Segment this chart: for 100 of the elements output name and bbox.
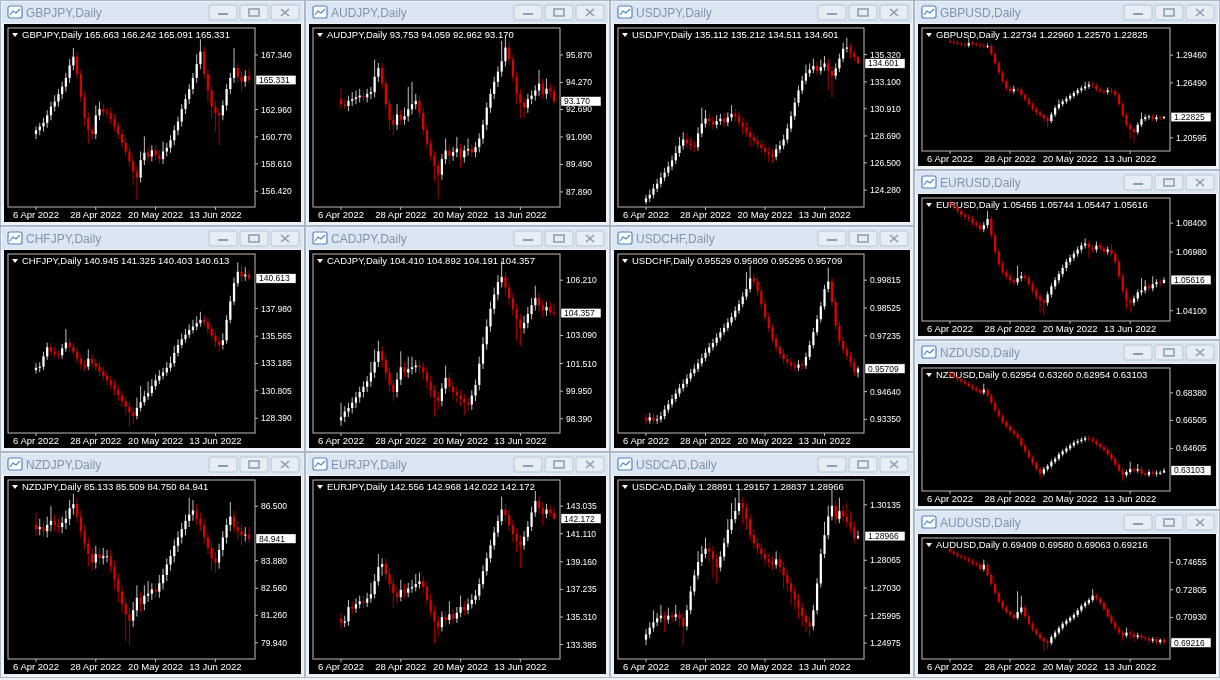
- candlestick: [433, 384, 436, 418]
- candlestick: [120, 390, 124, 408]
- candlestick: [1132, 466, 1136, 474]
- x-tick-label: 20 May 2022: [737, 435, 793, 446]
- candlestick: [440, 153, 444, 181]
- text: 0.63103: [1174, 465, 1205, 476]
- candlestick: [429, 375, 432, 398]
- x-tick-label: 13 Jun 2022: [189, 209, 242, 220]
- candlestick: [644, 413, 648, 426]
- y-tick-label: 126.500: [870, 157, 901, 168]
- y-tick-label: 1.24975: [870, 638, 901, 649]
- candlestick: [489, 539, 492, 564]
- y-tick-label: 156.420: [261, 186, 292, 197]
- y-tick-label: 0.97235: [870, 330, 901, 341]
- text: 165.331: [259, 74, 290, 85]
- candlestick: [489, 301, 492, 333]
- candlestick: [496, 274, 500, 301]
- candlestick: [380, 557, 384, 577]
- candlestick: [522, 96, 526, 119]
- chart-subtitle: CHFJPY,Daily 140.945 141.325 140.403 140.613: [22, 255, 230, 266]
- y-tick-label: 1.25995: [870, 610, 901, 621]
- candlestick: [767, 312, 770, 333]
- chart-title: EURJPY,Daily: [331, 458, 407, 472]
- candlestick: [64, 72, 68, 93]
- x-tick-label: 20 May 2022: [1042, 661, 1098, 672]
- candlestick: [128, 607, 131, 647]
- candlestick: [1147, 113, 1151, 121]
- candlestick: [737, 299, 741, 315]
- candlestick: [978, 41, 982, 49]
- y-tick-label: 139.160: [566, 556, 597, 567]
- x-tick-label: 20 May 2022: [737, 661, 793, 672]
- candlestick: [425, 580, 429, 607]
- x-tick-label: 6 Apr 2022: [318, 661, 364, 672]
- x-tick-label: 28 Apr 2022: [679, 661, 732, 672]
- candlestick: [377, 62, 380, 83]
- candlestick: [433, 605, 436, 644]
- candlestick: [789, 357, 793, 371]
- candlestick: [763, 299, 767, 322]
- candlestick: [206, 316, 210, 334]
- chart-subtitle: USDCHF,Daily 0.95529 0.95809 0.95295 0.95709: [632, 255, 843, 266]
- candlestick: [437, 160, 440, 200]
- candlestick: [448, 600, 451, 625]
- candlestick: [124, 395, 127, 416]
- candlestick: [493, 526, 496, 551]
- y-tick-label: 0.68380: [1176, 387, 1207, 398]
- y-tick-label: 1.04100: [1176, 305, 1207, 316]
- chart-subtitle: NZDUSD,Daily 0.62954 0.63260 0.62954 0.63103: [936, 369, 1148, 380]
- candlestick: [466, 597, 470, 615]
- candlestick: [388, 366, 391, 393]
- chart-title: CHFJPY,Daily: [26, 232, 102, 246]
- candlestick: [113, 559, 116, 590]
- chart-title: NZDJPY,Daily: [26, 458, 102, 472]
- x-tick-label: 20 May 2022: [737, 209, 793, 220]
- candlestick: [380, 345, 384, 368]
- y-tick-label: 103.090: [566, 330, 597, 341]
- candlestick: [696, 358, 700, 373]
- x-tick-label: 6 Apr 2022: [318, 209, 364, 220]
- x-tick-label: 28 Apr 2022: [70, 661, 122, 672]
- x-tick-label: 20 May 2022: [433, 435, 489, 446]
- candlestick: [819, 301, 822, 323]
- candlestick: [158, 574, 161, 599]
- chart-title: USDCHF,Daily: [636, 232, 715, 246]
- y-tick-label: 135.310: [566, 611, 597, 622]
- x-tick-label: 6 Apr 2022: [623, 661, 669, 672]
- candlestick: [541, 501, 544, 526]
- x-tick-label: 20 May 2022: [433, 209, 489, 220]
- x-tick-label: 20 May 2022: [1042, 493, 1098, 504]
- candlestick: [711, 115, 715, 131]
- candlestick: [161, 141, 165, 165]
- candlestick: [354, 597, 358, 614]
- y-tick-label: 0.66505: [1176, 415, 1207, 426]
- candlestick: [240, 71, 243, 93]
- y-tick-label: 124.280: [870, 185, 901, 196]
- candlestick: [519, 313, 522, 347]
- text: 1.22825: [1174, 112, 1205, 123]
- x-tick-label: 20 May 2022: [128, 661, 184, 672]
- y-tick-label: 86.500: [261, 501, 288, 512]
- y-tick-label: 95.870: [566, 49, 593, 60]
- x-tick-label: 13 Jun 2022: [189, 435, 242, 446]
- chart-title: NZDUSD,Daily: [940, 346, 1021, 360]
- candlestick: [1072, 90, 1076, 99]
- candlestick: [199, 511, 202, 532]
- candlestick: [504, 503, 507, 523]
- candlestick: [176, 530, 180, 553]
- candlestick: [511, 292, 515, 317]
- text: 1.28966: [868, 531, 899, 542]
- candlestick: [128, 146, 131, 167]
- y-tick-label: 83.880: [261, 555, 288, 566]
- candlestick: [797, 593, 800, 619]
- x-tick-label: 6 Apr 2022: [927, 323, 973, 334]
- x-tick-label: 6 Apr 2022: [927, 153, 973, 164]
- candlestick: [504, 271, 507, 296]
- text: 142.172: [564, 513, 595, 524]
- candlestick: [191, 499, 195, 522]
- x-tick-label: 13 Jun 2022: [1104, 493, 1157, 504]
- x-tick-label: 28 Apr 2022: [70, 209, 122, 220]
- x-tick-label: 6 Apr 2022: [927, 493, 973, 504]
- candlestick: [1016, 265, 1019, 286]
- y-tick-label: 79.940: [261, 637, 288, 648]
- candlestick: [530, 506, 533, 532]
